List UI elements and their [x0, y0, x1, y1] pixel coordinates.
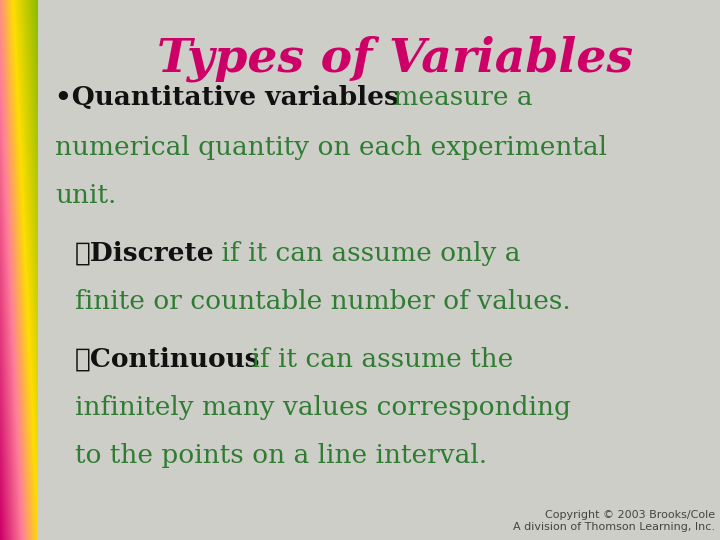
Text: infinitely many values corresponding: infinitely many values corresponding: [75, 395, 571, 420]
Text: if it can assume only a: if it can assume only a: [213, 241, 521, 266]
Text: unit.: unit.: [55, 183, 117, 208]
Text: finite or countable number of values.: finite or countable number of values.: [75, 289, 571, 314]
Text: to the points on a line interval.: to the points on a line interval.: [75, 443, 487, 468]
Text: Copyright © 2003 Brooks/Cole
A division of Thomson Learning, Inc.: Copyright © 2003 Brooks/Cole A division …: [513, 510, 715, 532]
Text: if it can assume the: if it can assume the: [243, 347, 513, 372]
Text: ✓Continuous: ✓Continuous: [75, 347, 261, 372]
Text: Types of Variables: Types of Variables: [157, 35, 633, 82]
Text: numerical quantity on each experimental: numerical quantity on each experimental: [55, 135, 607, 160]
Text: •Quantitative variables: •Quantitative variables: [55, 85, 399, 110]
Text: measure a: measure a: [385, 85, 533, 110]
Text: ✓Discrete: ✓Discrete: [75, 241, 215, 266]
